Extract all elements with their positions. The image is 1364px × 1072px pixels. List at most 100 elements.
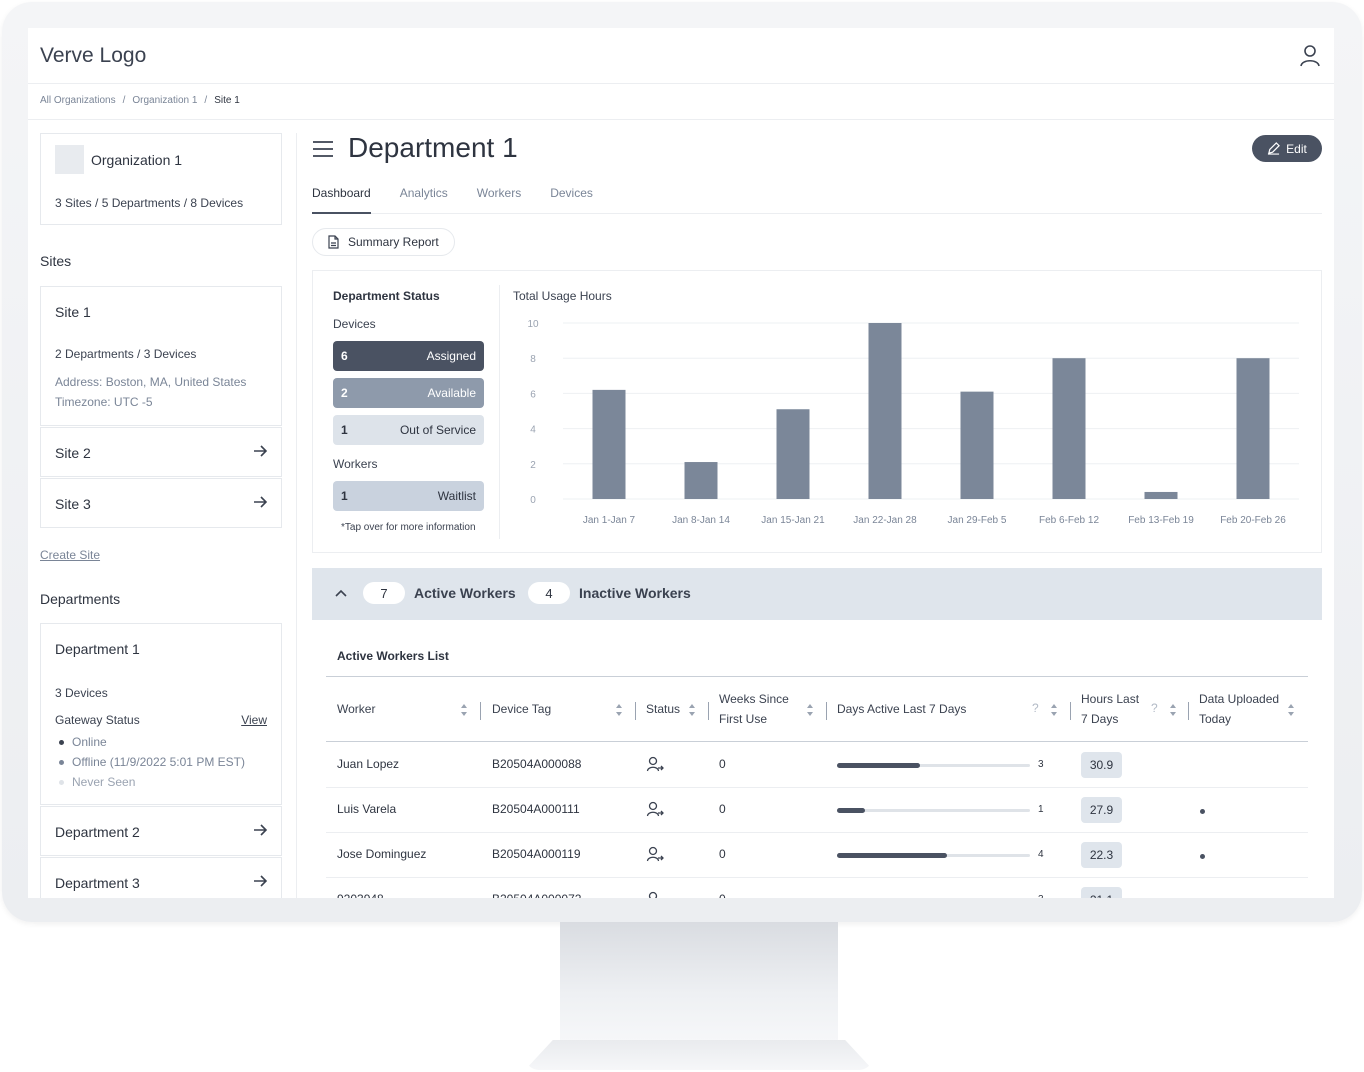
y-tick-label: 6 <box>530 389 536 400</box>
devices-out-of-service-pill[interactable]: 1 Out of Service <box>333 415 484 445</box>
column-separator <box>1070 702 1071 720</box>
pill-label: Out of Service <box>399 423 476 437</box>
header-line: First Use <box>719 712 767 726</box>
sidebar-divider <box>296 133 297 898</box>
chart-bar[interactable] <box>684 462 718 499</box>
chart-bar[interactable] <box>868 323 902 499</box>
devices-assigned-pill[interactable]: 6 Assigned <box>333 341 484 371</box>
workers-summary-bar[interactable]: 7 Active Workers 4 Inactive Workers <box>312 568 1322 620</box>
column-header-device-tag[interactable]: Device Tag <box>492 702 552 716</box>
site-card-site-3[interactable]: Site 3 <box>40 478 282 528</box>
chart-bar[interactable] <box>1052 358 1086 499</box>
arrow-right-icon <box>254 824 268 836</box>
column-header-hours-last-7-days[interactable]: Hours Last 7 Days <box>1081 677 1139 741</box>
days-active-progress <box>837 808 1030 813</box>
table-row[interactable]: Jose Dominguez B20504A000119 0 4 22.3 <box>326 833 1308 878</box>
department-card-department-1[interactable]: Department 1 3 Devices Gateway Status Vi… <box>40 623 282 805</box>
sort-icon[interactable] <box>1169 703 1177 717</box>
chart-bar[interactable] <box>960 391 994 499</box>
help-icon[interactable]: ? <box>1151 701 1158 715</box>
gateway-status-list: Online Offline (11/9/2022 5:01 PM EST) N… <box>59 732 245 792</box>
days-active-value: 3 <box>1038 894 1044 898</box>
status-dot <box>59 739 64 745</box>
tab-dashboard[interactable]: Dashboard <box>312 186 371 214</box>
tab-devices[interactable]: Devices <box>550 186 593 200</box>
device-tag: B20504A000088 <box>492 757 582 771</box>
header-line: Data Uploaded <box>1199 692 1280 706</box>
sort-icon[interactable] <box>615 703 623 717</box>
sort-icon[interactable] <box>1287 703 1295 717</box>
weeks-since-first-use: 0 <box>719 847 726 861</box>
organization-card[interactable]: Organization 1 3 Sites / 5 Departments /… <box>40 133 282 225</box>
chart-bar[interactable] <box>1236 358 1270 499</box>
column-header-data-uploaded-today[interactable]: Data Uploaded Today <box>1199 677 1279 741</box>
x-tick-label: Jan 1-Jan 7 <box>583 515 636 526</box>
department-card-department-2[interactable]: Department 2 <box>40 806 282 856</box>
breadcrumb: All Organizations / Organization 1 / Sit… <box>40 95 240 106</box>
active-workers-label[interactable]: Active Workers <box>414 585 516 601</box>
tab-workers[interactable]: Workers <box>476 186 522 200</box>
help-icon[interactable]: ? <box>1032 701 1039 715</box>
column-header-days-active[interactable]: Days Active Last 7 Days <box>837 702 967 716</box>
sort-icon[interactable] <box>806 703 814 717</box>
sort-icon[interactable] <box>1050 703 1058 717</box>
pill-count: 6 <box>341 349 348 363</box>
days-active-value: 3 <box>1038 759 1044 770</box>
department-card-department-3[interactable]: Department 3 <box>40 857 282 898</box>
tap-note: *Tap over for more information <box>341 522 476 533</box>
status-text: Offline (11/9/2022 5:01 PM EST) <box>72 755 245 769</box>
inactive-workers-label[interactable]: Inactive Workers <box>579 585 691 601</box>
arrow-right-icon <box>254 496 268 508</box>
department-name: Department 3 <box>55 875 140 891</box>
workers-waitlist-pill[interactable]: 1 Waitlist <box>333 481 484 511</box>
table-row[interactable]: Luis Varela B20504A000111 0 1 27.9 <box>326 788 1308 833</box>
view-link[interactable]: View <box>241 713 267 727</box>
days-active-value: 1 <box>1038 804 1044 815</box>
sort-icon[interactable] <box>688 703 696 717</box>
edit-button[interactable]: Edit <box>1252 135 1322 162</box>
column-header-worker[interactable]: Worker <box>337 702 376 716</box>
hours-badge: 27.9 <box>1081 797 1122 823</box>
chart-bar[interactable] <box>776 409 810 499</box>
column-header-weeks-since-first-use[interactable]: Weeks Since First Use <box>719 677 789 741</box>
pill-label: Waitlist <box>437 489 476 503</box>
y-tick-label: 0 <box>530 495 536 506</box>
pill-label: Available <box>427 386 476 400</box>
chevron-up-icon[interactable] <box>334 586 348 600</box>
weeks-since-first-use: 0 <box>719 757 726 771</box>
device-tag: B20504A000119 <box>492 847 581 861</box>
table-header: Worker Device Tag Status Weeks Since Fir… <box>326 676 1308 742</box>
department-name: Department 2 <box>55 824 140 840</box>
summary-report-button[interactable]: Summary Report <box>312 228 455 256</box>
workers-label: Workers <box>333 457 378 471</box>
column-header-status[interactable]: Status <box>646 702 681 716</box>
gateway-status-label: Gateway Status <box>55 713 140 727</box>
hours-badge: 22.3 <box>1081 842 1122 868</box>
breadcrumb-organization[interactable]: Organization 1 <box>132 95 198 106</box>
departments-heading: Departments <box>40 591 121 607</box>
app-logo[interactable]: Verve Logo <box>40 44 147 67</box>
devices-available-pill[interactable]: 2 Available <box>333 378 484 408</box>
tab-analytics[interactable]: Analytics <box>399 186 448 200</box>
header-divider <box>28 119 1334 120</box>
table-row[interactable]: Juan Lopez B20504A000088 0 3 30.9 <box>326 743 1308 788</box>
pill-count: 2 <box>341 386 348 400</box>
site-address: Address: Boston, MA, United States <box>55 375 247 389</box>
worker-name: 9203948 <box>337 892 384 898</box>
header-line: Today <box>1199 712 1232 726</box>
create-site-link[interactable]: Create Site <box>40 548 101 562</box>
worker-status-icon <box>646 756 664 772</box>
chart-bar[interactable] <box>592 389 626 499</box>
organization-avatar <box>55 145 84 174</box>
user-profile-icon[interactable] <box>1298 43 1322 67</box>
pill-count: 1 <box>341 423 348 437</box>
chart-bar[interactable] <box>1144 491 1178 499</box>
site-card-site-1[interactable]: Site 1 2 Departments / 3 Devices Address… <box>40 286 282 426</box>
breadcrumb-all-organizations[interactable]: All Organizations <box>40 95 116 106</box>
hours-badge: 30.9 <box>1081 752 1122 778</box>
sort-icon[interactable] <box>460 703 468 717</box>
site-card-site-2[interactable]: Site 2 <box>40 427 282 477</box>
table-row[interactable]: 9203948 B20504A000072 0 3 21.1 <box>326 878 1308 898</box>
hamburger-menu-icon[interactable] <box>312 140 334 158</box>
site-timezone: Timezone: UTC -5 <box>55 395 153 409</box>
